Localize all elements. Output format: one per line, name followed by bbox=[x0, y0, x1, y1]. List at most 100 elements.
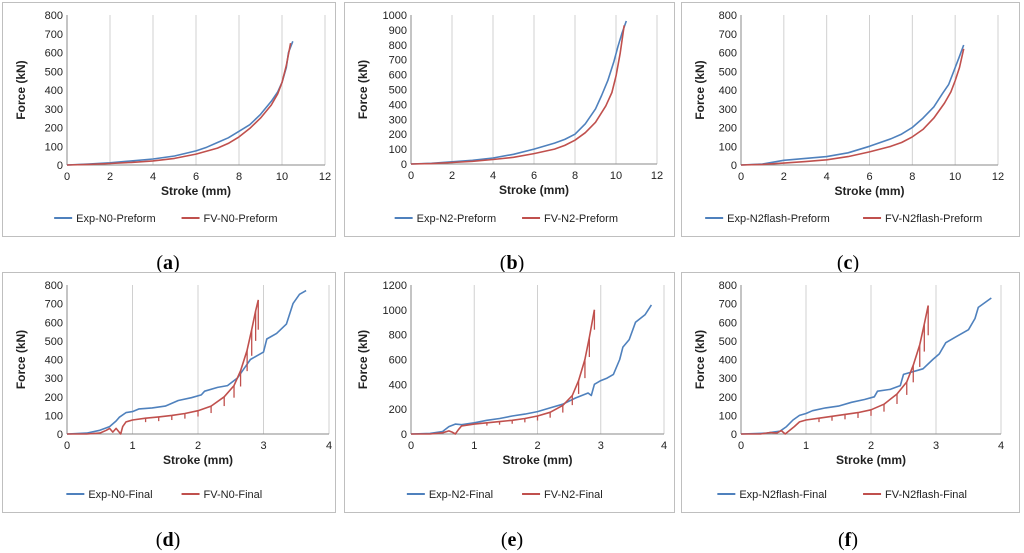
y-tick-label: 600 bbox=[45, 48, 63, 60]
x-tick-label: 12 bbox=[319, 171, 331, 183]
y-tick-label: 400 bbox=[45, 85, 63, 97]
y-tick-label: 400 bbox=[45, 355, 63, 367]
x-tick-label: 0 bbox=[408, 170, 414, 182]
legend-label: FV-N2flash-Preform bbox=[885, 213, 982, 225]
y-tick-label: 1000 bbox=[383, 305, 407, 317]
x-tick-label: 2 bbox=[781, 171, 787, 183]
x-tick-label: 6 bbox=[193, 171, 199, 183]
x-tick-label: 10 bbox=[610, 170, 622, 182]
y-tick-label: 100 bbox=[719, 410, 737, 422]
series-line-Exp-N2-Preform bbox=[410, 20, 628, 165]
series-line-Exp-N0-Final bbox=[66, 289, 307, 435]
y-tick-label: 1000 bbox=[383, 10, 407, 22]
x-tick-label: 8 bbox=[236, 171, 242, 183]
y-tick-label: 0 bbox=[401, 159, 407, 171]
y-tick-label: 800 bbox=[719, 10, 737, 22]
x-tick-label: 0 bbox=[64, 171, 70, 183]
y-tick-label: 300 bbox=[719, 104, 737, 116]
y-tick-label: 100 bbox=[719, 141, 737, 153]
y-tick-label: 0 bbox=[57, 160, 63, 172]
x-tick-label: 1 bbox=[471, 440, 477, 452]
y-tick-label: 100 bbox=[45, 141, 63, 153]
y-tick-label: 100 bbox=[45, 410, 63, 422]
legend-label: FV-N0-Preform bbox=[204, 213, 278, 225]
x-tick-label: 3 bbox=[260, 440, 266, 452]
legend-label: FV-N2flash-Final bbox=[885, 489, 967, 501]
y-axis-title: Force (kN) bbox=[693, 330, 707, 389]
chart-panel-c: 0 100 200 300 400 500 600 700 800 0 2 4 6 8 10 12 Stroke… bbox=[681, 2, 1020, 274]
y-tick-label: 700 bbox=[45, 299, 63, 311]
x-tick-label: 4 bbox=[661, 440, 667, 452]
panel-caption: (c) bbox=[837, 252, 859, 274]
y-tick-label: 300 bbox=[45, 373, 63, 385]
panel-caption: (e) bbox=[501, 529, 523, 551]
y-tick-label: 300 bbox=[45, 104, 63, 116]
x-tick-label: 4 bbox=[824, 171, 830, 183]
chart-panel-a: 0 100 200 300 400 500 600 700 800 0 2 4 6 8 10 12 Stroke… bbox=[2, 2, 336, 274]
chart-panel-d: 0 100 200 300 400 500 600 700 800 0 1 2 3 4 Stroke (mm… bbox=[2, 272, 336, 551]
series-line-Exp-N2flash-Final bbox=[740, 297, 992, 435]
legend-label: Exp-N2-Final bbox=[429, 489, 493, 501]
y-tick-label: 500 bbox=[719, 66, 737, 78]
panel-caption: (b) bbox=[500, 252, 524, 274]
y-tick-label: 800 bbox=[45, 280, 63, 292]
y-tick-label: 600 bbox=[719, 48, 737, 60]
y-tick-label: 800 bbox=[389, 330, 407, 342]
y-tick-label: 200 bbox=[389, 129, 407, 141]
y-tick-label: 200 bbox=[719, 123, 737, 135]
series-line-Exp-N2flash-Preform bbox=[740, 44, 965, 166]
x-tick-label: 0 bbox=[408, 440, 414, 452]
x-tick-label: 10 bbox=[276, 171, 288, 183]
series-line-FV-N0-Preform bbox=[66, 42, 292, 166]
x-tick-label: 4 bbox=[326, 440, 332, 452]
legend-label: Exp-N0-Preform bbox=[76, 213, 155, 225]
y-axis-title: Force (kN) bbox=[693, 60, 707, 119]
y-tick-label: 800 bbox=[389, 40, 407, 52]
x-tick-label: 8 bbox=[909, 171, 915, 183]
series-line-FV-N2flash-Final bbox=[741, 305, 929, 435]
legend-label: FV-N2-Final bbox=[544, 489, 603, 501]
x-tick-label: 2 bbox=[107, 171, 113, 183]
y-tick-label: 700 bbox=[719, 299, 737, 311]
panel-frame bbox=[681, 2, 1020, 237]
x-tick-label: 12 bbox=[651, 170, 663, 182]
legend-label: FV-N2-Preform bbox=[544, 213, 618, 225]
x-tick-label: 6 bbox=[531, 170, 537, 182]
y-axis-title: Force (kN) bbox=[356, 60, 370, 119]
y-tick-label: 100 bbox=[389, 144, 407, 156]
chart-panel-e: 0 200 400 600 800 1000 1200 0 1 2 3 4 Stroke (mm) For… bbox=[344, 272, 675, 551]
y-axis-title: Force (kN) bbox=[14, 330, 28, 389]
series-line-Exp-N2-Final bbox=[410, 304, 653, 435]
x-tick-label: 2 bbox=[868, 440, 874, 452]
x-axis-title: Stroke (mm) bbox=[499, 183, 569, 197]
x-tick-label: 4 bbox=[998, 440, 1004, 452]
x-tick-label: 8 bbox=[572, 170, 578, 182]
x-tick-label: 0 bbox=[738, 440, 744, 452]
y-tick-label: 700 bbox=[389, 55, 407, 67]
x-axis-title: Stroke (mm) bbox=[161, 184, 231, 198]
y-tick-label: 500 bbox=[389, 85, 407, 97]
x-axis-title: Stroke (mm) bbox=[834, 184, 904, 198]
y-tick-label: 500 bbox=[45, 66, 63, 78]
panel-frame bbox=[2, 2, 336, 237]
chart-panel-b: 0 100 200 300 400 500 600 700 800 900 1000 0 2 4 6 8 10 1… bbox=[344, 2, 675, 274]
panel-frame bbox=[2, 272, 336, 513]
y-tick-label: 600 bbox=[45, 317, 63, 329]
y-tick-label: 0 bbox=[57, 429, 63, 441]
x-axis-title: Stroke (mm) bbox=[836, 453, 906, 467]
x-tick-label: 3 bbox=[933, 440, 939, 452]
y-tick-label: 900 bbox=[389, 25, 407, 37]
x-tick-label: 2 bbox=[534, 440, 540, 452]
y-axis-title: Force (kN) bbox=[14, 60, 28, 119]
x-tick-label: 6 bbox=[866, 171, 872, 183]
x-tick-label: 4 bbox=[490, 170, 496, 182]
y-tick-label: 400 bbox=[719, 85, 737, 97]
y-tick-label: 400 bbox=[389, 379, 407, 391]
x-axis-title: Stroke (mm) bbox=[163, 453, 233, 467]
series-line-FV-N0-Final bbox=[67, 299, 260, 435]
x-tick-label: 12 bbox=[992, 171, 1004, 183]
x-tick-label: 1 bbox=[803, 440, 809, 452]
y-tick-label: 700 bbox=[45, 29, 63, 41]
series-line-FV-N2flash-Preform bbox=[740, 48, 965, 166]
